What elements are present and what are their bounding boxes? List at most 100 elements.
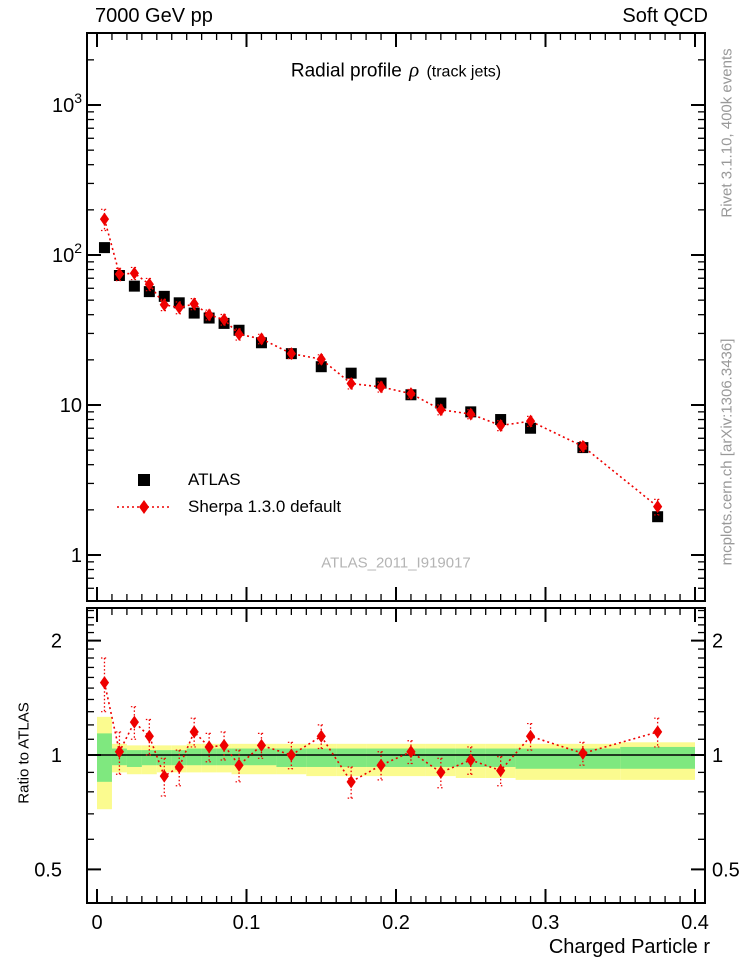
sherpa-marker bbox=[234, 327, 244, 341]
green-band-bin bbox=[97, 733, 112, 782]
x-axis-title: Charged Particle r bbox=[548, 936, 710, 958]
sherpa-marker bbox=[436, 403, 446, 417]
sherpa-marker bbox=[496, 419, 506, 433]
green-band-bin bbox=[515, 748, 546, 769]
plot-title-text: Radial profile bbox=[290, 60, 402, 82]
green-band-bin bbox=[425, 748, 456, 767]
sherpa-marker bbox=[406, 387, 416, 401]
sherpa-marker bbox=[525, 414, 536, 428]
beam-energy-label: 7000 GeV pp bbox=[95, 5, 213, 27]
x-tick-label: 0.3 bbox=[532, 912, 560, 934]
main-y-tick-label: 1 bbox=[71, 545, 82, 567]
sherpa-marker bbox=[578, 439, 588, 453]
sherpa-marker bbox=[189, 725, 199, 739]
sherpa-marker bbox=[174, 301, 184, 315]
sherpa-marker bbox=[466, 407, 476, 421]
legend-label-atlas: ATLAS bbox=[188, 469, 241, 489]
legend-row-atlas: ATLAS bbox=[116, 466, 341, 493]
ratio-panel-frame bbox=[86, 607, 706, 904]
atlas-marker bbox=[128, 280, 140, 292]
green-band-bin bbox=[141, 750, 157, 766]
sherpa-marker bbox=[376, 758, 386, 772]
sherpa-line bbox=[103, 218, 659, 508]
green-band-bin bbox=[126, 750, 142, 767]
sherpa-marker bbox=[316, 352, 326, 366]
sherpa-marker bbox=[114, 267, 125, 281]
sherpa-marker bbox=[346, 775, 356, 789]
sherpa-marker bbox=[144, 729, 154, 743]
sherpa-marker bbox=[174, 760, 184, 774]
green-band-bin bbox=[336, 748, 367, 767]
sherpa-marker bbox=[159, 298, 169, 312]
sherpa-marker-icon bbox=[116, 499, 172, 515]
ratio-axis-title: Ratio to ATLAS bbox=[15, 702, 33, 804]
sherpa-marker bbox=[129, 266, 139, 280]
x-tick-label: 0.1 bbox=[233, 912, 261, 934]
legend-label-sherpa: Sherpa 1.3.0 default bbox=[188, 496, 342, 516]
atlas-marker bbox=[143, 286, 155, 298]
legend-row-sherpa: Sherpa 1.3.0 default bbox=[116, 493, 341, 520]
sherpa-marker bbox=[466, 753, 476, 767]
sherpa-marker bbox=[406, 745, 416, 759]
sherpa-marker bbox=[256, 332, 267, 346]
main-y-tick-label: 103 bbox=[52, 90, 82, 117]
sherpa-marker bbox=[653, 500, 663, 514]
sherpa-marker bbox=[286, 748, 296, 762]
sherpa-marker bbox=[99, 676, 110, 690]
sherpa-marker bbox=[129, 715, 139, 729]
atlas-marker bbox=[315, 361, 327, 373]
ratio-y-tick-label-right: 1 bbox=[712, 745, 723, 767]
sherpa-marker bbox=[159, 769, 169, 783]
atlas-marker bbox=[98, 242, 110, 254]
ratio-y-tick-label-left: 2 bbox=[51, 631, 62, 653]
sherpa-marker bbox=[99, 212, 110, 226]
sherpa-marker bbox=[286, 347, 296, 361]
green-band-bin bbox=[620, 746, 695, 769]
atlas-marker bbox=[525, 422, 537, 434]
sherpa-marker bbox=[234, 758, 244, 772]
plot-title-suffix: (track jets) bbox=[426, 63, 502, 81]
sherpa-marker bbox=[346, 377, 356, 391]
sherpa-marker bbox=[316, 729, 326, 743]
atlas-marker bbox=[345, 367, 357, 379]
ratio-y-tick-label-right: 2 bbox=[712, 631, 723, 653]
sherpa-series bbox=[99, 208, 663, 516]
analysis-watermark: ATLAS_2011_I919017 bbox=[321, 554, 471, 572]
green-band-bin bbox=[186, 748, 202, 766]
atlas-marker-icon bbox=[116, 473, 172, 487]
sherpa-marker bbox=[376, 380, 386, 394]
x-tick-label: 0.2 bbox=[382, 912, 410, 934]
tick-labels: 0 0.1 0.2 0.3 0.4 1 10 102 103 0.5 0.5 1 1 2 2 bbox=[34, 90, 740, 934]
sherpa-marker bbox=[578, 746, 588, 760]
sherpa-marker bbox=[496, 764, 506, 778]
atlas-marker bbox=[435, 397, 447, 409]
sherpa-marker bbox=[219, 313, 229, 327]
atlas-marker bbox=[188, 307, 200, 319]
x-tick-label: 0 bbox=[91, 912, 102, 934]
rivet-version-note: Rivet 3.1.10, 400k events bbox=[718, 48, 736, 218]
sherpa-line bbox=[103, 682, 658, 783]
uncertainty-bands bbox=[97, 716, 695, 810]
sherpa-marker bbox=[144, 277, 154, 291]
green-band-bin bbox=[156, 750, 172, 766]
sherpa-marker bbox=[204, 308, 214, 322]
ratio-y-tick-label-left: 0.5 bbox=[34, 859, 62, 881]
main-y-tick-label: 10 bbox=[60, 395, 82, 417]
main-panel-frame bbox=[86, 32, 706, 602]
process-group-label: Soft QCD bbox=[622, 5, 708, 27]
ratio-y-tick-label-right: 0.5 bbox=[712, 859, 740, 881]
mcplots-arxiv-note: mcplots.cern.ch [arXiv:1306.3436] bbox=[718, 338, 736, 566]
plot-title: Radial profile ρ (track jets) bbox=[291, 58, 501, 83]
green-band-bin bbox=[306, 748, 337, 767]
legend: ATLAS Sherpa 1.3.0 default bbox=[116, 466, 341, 520]
sherpa-marker bbox=[256, 738, 267, 752]
atlas-marker bbox=[158, 290, 170, 302]
main-y-tick-label: 102 bbox=[52, 240, 82, 267]
green-band-bin bbox=[216, 748, 232, 766]
sherpa-marker bbox=[204, 740, 214, 754]
x-tick-label: 0.4 bbox=[681, 912, 709, 934]
green-band-bin bbox=[231, 748, 247, 766]
ratio-series bbox=[99, 657, 663, 799]
